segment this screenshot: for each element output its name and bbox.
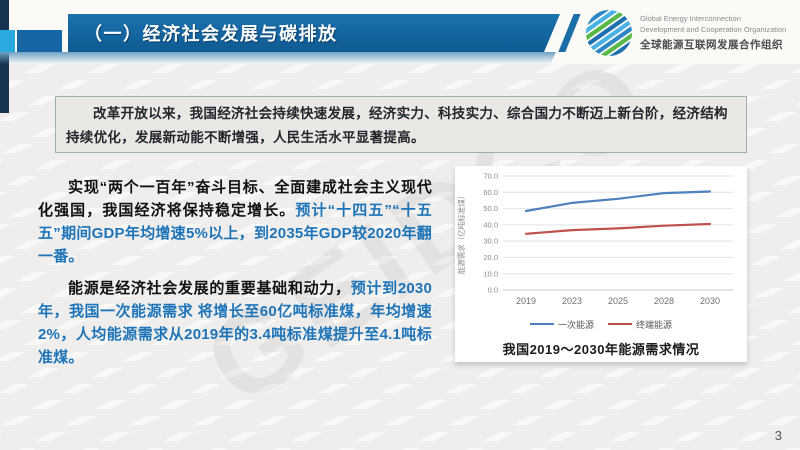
legend-swatch — [608, 323, 632, 325]
org-name-cn: 全球能源互联网发展合作组织 — [640, 38, 783, 51]
svg-text:2023: 2023 — [562, 296, 582, 306]
svg-text:10.0: 10.0 — [483, 269, 498, 278]
paragraph-energy-highlight: 预计到2030年，我国一次能源需求 将增长至60亿吨标准煤，年均增速2%，人均能… — [38, 280, 432, 366]
body-text-column: 实现“两个一百年”奋斗目标、全面建成社会主义现代化强国，我国经济将保持稳定增长。… — [38, 176, 432, 378]
org-name-en-line2: Development and Cooperation Organization — [640, 24, 787, 34]
svg-text:30.0: 30.0 — [483, 237, 498, 246]
page-number: 3 — [774, 428, 782, 443]
paragraph-energy-normal: 能源是经济社会发展的重要基础和动力， — [68, 280, 351, 297]
paragraph-gdp-highlight: 预计“十四五”“十五五”期间GDP年均增速5%以上，到2035年GDP较2020… — [38, 202, 432, 265]
legend-item-0: 一次能源 — [529, 318, 594, 331]
svg-text:2030: 2030 — [700, 296, 720, 306]
svg-text:2028: 2028 — [654, 296, 674, 306]
org-name-block: Global Energy Interconnection Developmen… — [640, 14, 786, 51]
paragraph-gdp-normal: 实现“两个一百年”奋斗目标、全面建成社会主义现代化强国，我国经济将保持稳定增长。 — [38, 179, 432, 219]
svg-text:2025: 2025 — [608, 296, 628, 306]
intro-box: 改革开放以来，我国经济社会持续快速发展，经济实力、科技实力、综合国力不断迈上新台… — [55, 96, 747, 153]
svg-text:40.0: 40.0 — [483, 220, 498, 229]
legend-item-1: 终端能源 — [608, 318, 672, 331]
title-accent-square — [0, 30, 15, 52]
svg-text:2019: 2019 — [516, 296, 536, 306]
chart-caption: 我国2019～2030年能源需求情况 — [502, 342, 700, 357]
slide-title-bar: （一）经济社会发展与碳排放 — [68, 14, 560, 52]
svg-text:50.0: 50.0 — [483, 204, 498, 213]
globe-icon — [585, 9, 633, 57]
energy-demand-chart-card: 0.0 10.0 20.0 30.0 40.0 50.0 60.0 70.0 能源需求（亿吨标准… — [455, 166, 747, 362]
svg-text:60.0: 60.0 — [483, 188, 498, 197]
slide-title: （一）经济社会发展与碳排放 — [84, 24, 338, 44]
org-name-en-line1: Global Energy Interconnection — [640, 14, 741, 24]
svg-text:能源需求（亿吨标准煤）: 能源需求（亿吨标准煤） — [456, 192, 466, 275]
paragraph-gdp: 实现“两个一百年”奋斗目标、全面建成社会主义现代化强国，我国经济将保持稳定增长。… — [38, 176, 432, 268]
title-accent-rect — [17, 30, 62, 52]
svg-text:0.0: 0.0 — [488, 286, 498, 295]
legend-swatch — [529, 323, 554, 325]
energy-demand-line-chart: 0.0 10.0 20.0 30.0 40.0 50.0 60.0 70.0 能源需求（亿吨标准… — [456, 172, 733, 306]
svg-text:70.0: 70.0 — [483, 172, 498, 181]
title-shadow-band — [0, 52, 556, 65]
org-logo: Global Energy Interconnection Developmen… — [585, 6, 795, 60]
legend-label: 终端能源 — [636, 319, 673, 330]
chart-legend: 一次能源 终端能源 — [529, 316, 672, 332]
paragraph-energy: 能源是经济社会发展的重要基础和动力，预计到2030年，我国一次能源需求 将增长至… — [38, 277, 432, 369]
intro-text: 改革开放以来，我国经济社会持续快速发展，经济实力、科技实力、综合国力不断迈上新台… — [66, 106, 728, 145]
svg-text:20.0: 20.0 — [483, 253, 498, 262]
legend-label: 一次能源 — [557, 319, 594, 330]
